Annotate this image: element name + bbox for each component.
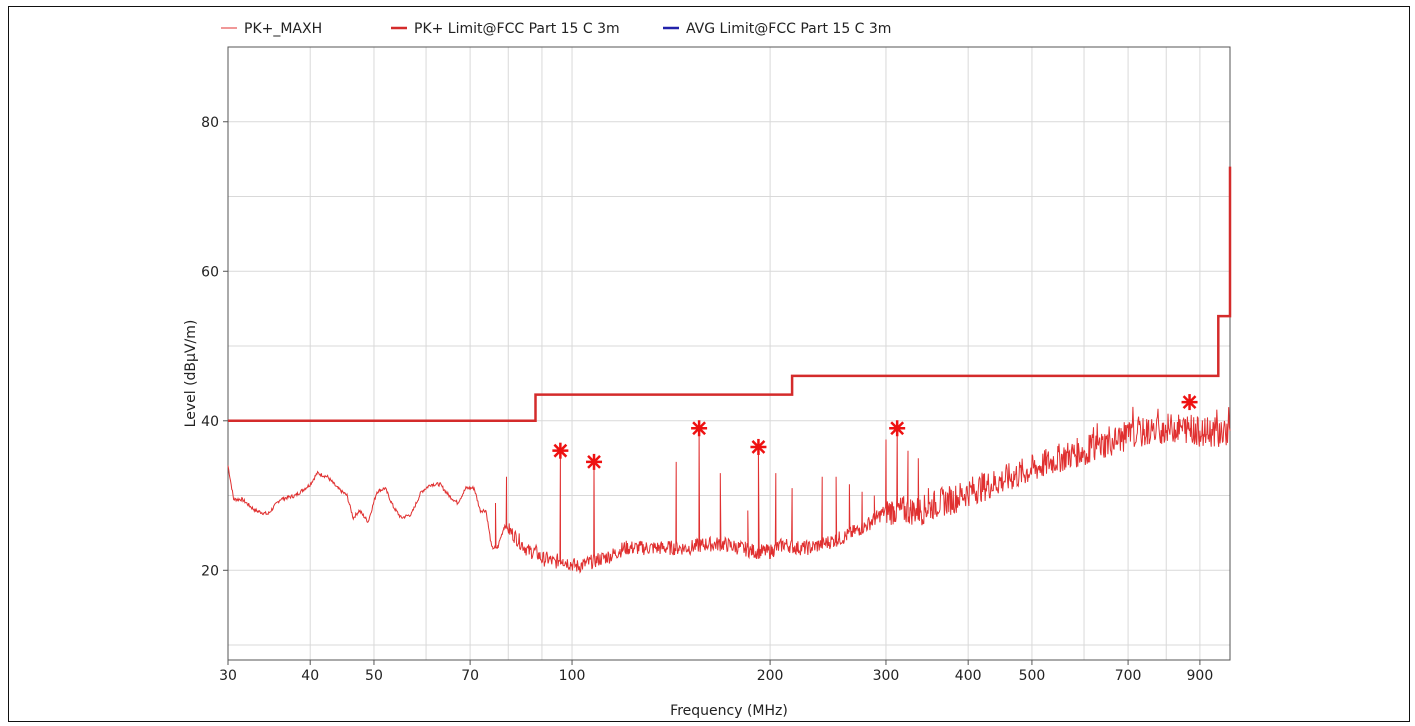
y-tick-label: 40 bbox=[201, 414, 219, 430]
y-tick-label: 80 bbox=[201, 115, 219, 131]
x-tick-label: 400 bbox=[955, 668, 982, 684]
x-tick-label: 100 bbox=[559, 668, 586, 684]
grid-lines bbox=[227, 46, 1230, 660]
peak-marker-d2 bbox=[1182, 395, 1197, 409]
peak-markers bbox=[552, 394, 1198, 470]
x-axis-label: Frequency (MHz) bbox=[670, 703, 788, 719]
peak-marker-d2 bbox=[553, 443, 568, 458]
x-tick-label: 200 bbox=[757, 668, 784, 684]
series-layer bbox=[227, 166, 1232, 574]
peak-marker-d2 bbox=[587, 455, 601, 469]
legend-item-pk-maxh[interactable]: PK+_MAXH bbox=[221, 21, 322, 37]
peak-marker-d2 bbox=[692, 421, 706, 436]
chart-frame: 30 40 50 70 100 200 300 400 500 700 900 20 40 60 80 F… bbox=[8, 6, 1410, 722]
series-pk-limit bbox=[228, 166, 1232, 423]
legend-label-pk-maxh: PK+_MAXH bbox=[244, 21, 322, 37]
x-tick-label: 500 bbox=[1019, 668, 1046, 684]
emission-chart: 30 40 50 70 100 200 300 400 500 700 900 20 40 60 80 F… bbox=[183, 21, 1232, 719]
y-tick-label: 60 bbox=[201, 264, 219, 280]
x-tick-label: 700 bbox=[1115, 668, 1142, 684]
plot-area-border bbox=[227, 46, 1231, 661]
legend-item-pk-limit[interactable]: PK+ Limit@FCC Part 15 C 3m bbox=[391, 21, 620, 37]
x-tick-label: 300 bbox=[873, 668, 900, 684]
legend: PK+_MAXH PK+ Limit@FCC Part 15 C 3m AVG … bbox=[221, 21, 891, 37]
y-axis-label: Level (dBµV/m) bbox=[183, 320, 199, 428]
peak-marker bbox=[889, 420, 906, 437]
x-tick-label: 900 bbox=[1187, 668, 1214, 684]
series-pk-maxh bbox=[227, 406, 1231, 574]
peak-marker-d2 bbox=[890, 421, 905, 436]
legend-label-pk-limit: PK+ Limit@FCC Part 15 C 3m bbox=[414, 21, 620, 37]
x-tick-label: 30 bbox=[219, 668, 237, 684]
x-axis-ticks: 30 40 50 70 100 200 300 400 500 700 900 bbox=[219, 660, 1213, 684]
x-tick-label: 50 bbox=[365, 668, 383, 684]
peak-marker bbox=[586, 453, 603, 470]
peak-marker bbox=[691, 420, 708, 437]
peak-marker bbox=[750, 438, 767, 455]
peak-marker-d2 bbox=[751, 440, 766, 454]
legend-item-avg-limit[interactable]: AVG Limit@FCC Part 15 C 3m bbox=[663, 21, 891, 37]
x-tick-label: 40 bbox=[301, 668, 319, 684]
peak-marker bbox=[1181, 394, 1198, 411]
peak-marker bbox=[552, 442, 569, 459]
legend-label-avg-limit: AVG Limit@FCC Part 15 C 3m bbox=[686, 21, 891, 37]
y-axis-ticks: 20 40 60 80 bbox=[201, 115, 228, 579]
x-tick-label: 70 bbox=[461, 668, 479, 684]
y-tick-label: 20 bbox=[201, 563, 219, 579]
